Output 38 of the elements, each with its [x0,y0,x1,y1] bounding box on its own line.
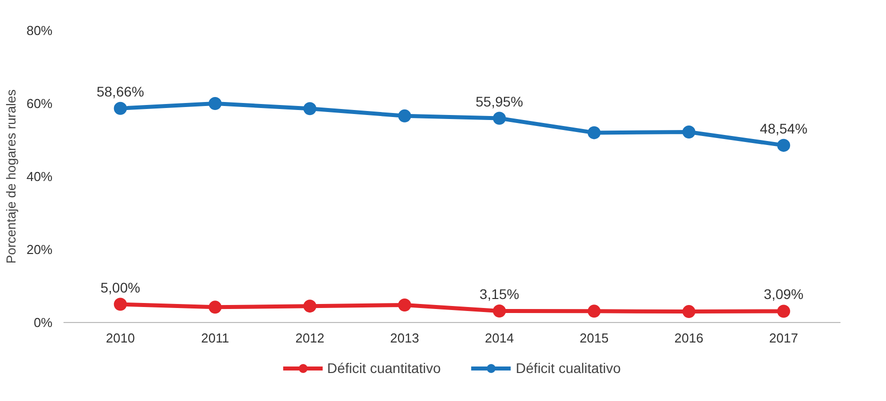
data-label: 3,09% [764,286,804,302]
point [398,109,412,122]
point [777,304,790,318]
legend-label: Déficit cuantitativo [327,360,441,376]
point [682,125,696,138]
point [114,102,127,115]
data-label: 5,00% [100,279,140,296]
point [114,298,127,311]
y-tick-label: 80% [26,23,53,38]
data-label: 55,95% [476,93,524,110]
point [398,298,412,312]
point [588,304,601,318]
point [492,304,506,318]
y-tick-label: 60% [26,96,53,111]
data-label: 48,54% [760,120,808,136]
data-label: 58,66% [96,83,144,100]
x-tick-label: 2015 [580,330,609,346]
y-tick-label: 40% [26,169,53,184]
point [208,97,222,110]
x-tick-label: 2013 [390,330,420,346]
point [682,305,696,318]
x-tick-label: 2017 [769,330,798,346]
y-axis-title: Porcentaje de hogares rurales [3,88,18,264]
point [208,300,222,314]
x-tick-label: 2010 [106,330,135,346]
legend-label: Déficit cualitativo [516,360,621,376]
data-label: 3,15% [480,286,520,302]
y-tick-label: 20% [26,242,53,257]
x-tick-label: 2014 [484,330,514,346]
point [303,102,316,116]
point [777,138,790,152]
point [303,300,316,313]
point [588,126,601,140]
x-tick-label: 2011 [201,330,230,346]
x-tick-label: 2016 [674,330,704,346]
x-tick-label: 2012 [295,330,324,346]
point [492,112,506,125]
y-tick-label: 0% [34,315,53,330]
